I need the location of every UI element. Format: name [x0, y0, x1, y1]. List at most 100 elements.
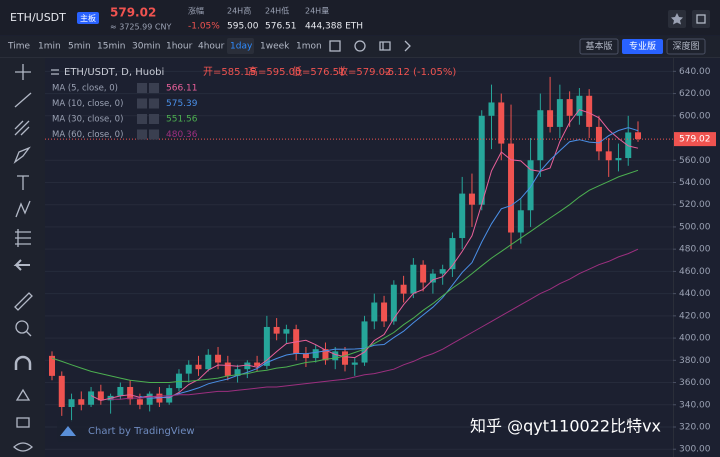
- candle-body: [371, 302, 378, 322]
- y-tick-label: 500.00: [679, 222, 711, 232]
- view-button[interactable]: [579, 38, 619, 55]
- interval[interactable]: 1day: [230, 42, 253, 52]
- candle-body: [566, 99, 573, 116]
- indicator-icon[interactable]: [379, 41, 391, 51]
- candle-body: [615, 158, 622, 161]
- candle-body: [556, 99, 563, 127]
- candle-body: [361, 321, 368, 363]
- stat-value: 595.00: [227, 22, 259, 32]
- watermark-logo: [60, 426, 76, 436]
- legend-collapse-icon[interactable]: [51, 69, 59, 75]
- legend-close[interactable]: [149, 129, 159, 140]
- legend-symbol: ETH/USDT, D, Huobi: [64, 67, 164, 78]
- view-button[interactable]: [622, 39, 663, 54]
- candle-body: [468, 193, 475, 205]
- brush-tool[interactable]: [13, 146, 31, 164]
- fib-tool[interactable]: [14, 120, 30, 136]
- prediction-tool[interactable]: [15, 229, 31, 247]
- candle-body: [342, 351, 348, 365]
- ma-line: [139, 127, 639, 399]
- legend-close[interactable]: [149, 83, 159, 93]
- candle-body: [58, 375, 65, 407]
- toolbar: [0, 36, 720, 57]
- interval[interactable]: Time: [7, 42, 30, 52]
- pattern-tool[interactable]: [15, 200, 31, 218]
- active-interval-bg: [227, 38, 254, 54]
- candle-body: [78, 399, 85, 405]
- candle-body: [635, 132, 641, 140]
- y-tick-label: 320.00: [679, 422, 711, 432]
- candle-body: [263, 326, 270, 366]
- candle-body: [49, 355, 55, 376]
- legend-value: 480.36: [166, 130, 198, 140]
- y-tick-label: 440.00: [679, 289, 711, 299]
- compare-icon[interactable]: [404, 40, 411, 52]
- interval[interactable]: 1hour: [166, 42, 193, 52]
- legend-ohlc: 开=585.15: [203, 67, 256, 78]
- lock-drawing-tool[interactable]: [15, 388, 31, 401]
- candle-body: [117, 386, 124, 396]
- candle-body: [449, 238, 456, 270]
- legend-entry: MA (30, close, 0): [52, 115, 123, 125]
- candle-body: [527, 160, 534, 211]
- candle-body: [254, 362, 261, 366]
- magnet-tool[interactable]: [14, 355, 32, 370]
- interval[interactable]: 5min: [68, 42, 91, 52]
- ma-line: [90, 109, 639, 402]
- legend-toggle[interactable]: [137, 129, 147, 140]
- text-tool[interactable]: [17, 175, 29, 190]
- candle-body: [234, 369, 241, 376]
- trend-line-tool[interactable]: [14, 92, 32, 108]
- candle-body: [166, 388, 173, 403]
- interval[interactable]: 1min: [38, 42, 61, 52]
- candle-body: [224, 362, 231, 376]
- candle-body: [302, 353, 309, 359]
- chart-type-icon[interactable]: [329, 40, 341, 52]
- interval[interactable]: 1mon: [296, 42, 322, 52]
- zoom-tool[interactable]: [15, 320, 29, 334]
- candle-body: [595, 126, 602, 152]
- candle-body: [508, 143, 515, 233]
- view-label: 专业版: [629, 40, 656, 52]
- y-tick-label: 620.00: [679, 89, 711, 99]
- settings-icon[interactable]: [354, 40, 366, 52]
- candle-body: [68, 399, 75, 407]
- back-tool[interactable]: [13, 259, 30, 271]
- last-price-label: 579.02: [679, 135, 711, 145]
- interval[interactable]: 15min: [97, 42, 125, 52]
- candle-body: [244, 362, 251, 370]
- legend-close[interactable]: [149, 98, 159, 109]
- star-icon: [671, 13, 683, 25]
- interval[interactable]: 1week: [260, 42, 290, 52]
- legend-toggle[interactable]: [137, 83, 147, 93]
- fullscreen-button[interactable]: [692, 10, 710, 28]
- stat-label: 24H高: [227, 6, 251, 16]
- ruler-tool[interactable]: [14, 292, 33, 311]
- candle-body: [351, 362, 358, 365]
- candle-body: [283, 329, 290, 334]
- stat-value: 576.51: [265, 22, 297, 32]
- y-tick-label: 340.00: [679, 400, 711, 410]
- legend-value: 566.11: [166, 84, 198, 94]
- interval[interactable]: 4hour: [198, 42, 225, 52]
- legend-entry: MA (10, close, 0): [52, 99, 123, 109]
- legend-toggle[interactable]: [137, 98, 147, 109]
- candle-body: [605, 151, 612, 161]
- y-tick-label: 360.00: [679, 378, 711, 388]
- visibility-tool[interactable]: [13, 442, 33, 452]
- candle-body: [586, 95, 593, 127]
- legend-value: 551.56: [166, 115, 198, 125]
- candle-body: [420, 264, 427, 283]
- interval[interactable]: 30min: [132, 42, 160, 52]
- legend-close[interactable]: [149, 114, 159, 124]
- tool-column: [0, 58, 45, 457]
- view-button[interactable]: [666, 38, 706, 55]
- y-tick-label: 520.00: [679, 200, 711, 210]
- candle-body: [185, 364, 192, 374]
- lock-tool[interactable]: [16, 417, 30, 428]
- legend-toggle[interactable]: [137, 114, 147, 124]
- crosshair-tool[interactable]: [15, 64, 31, 80]
- badge: 主板: [80, 13, 96, 23]
- fullscreen-icon: [696, 14, 706, 24]
- candle-body: [195, 364, 202, 370]
